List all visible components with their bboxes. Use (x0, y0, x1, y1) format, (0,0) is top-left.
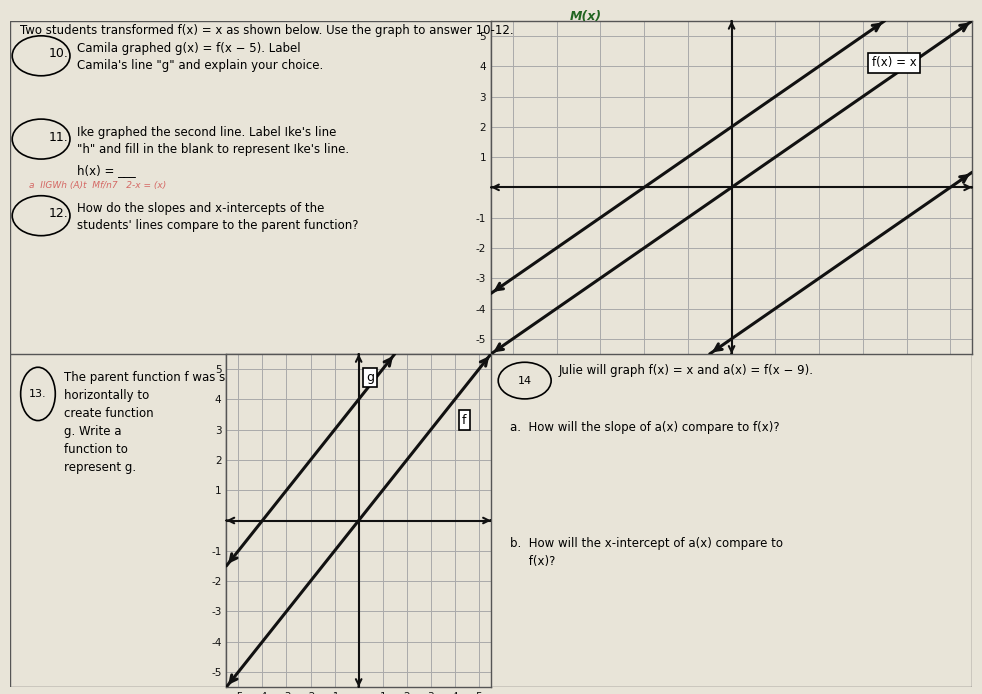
FancyBboxPatch shape (10, 21, 491, 354)
Text: 13.: 13. (29, 389, 47, 399)
Text: Two students transformed f(x) = x as shown below. Use the graph to answer 10-12.: Two students transformed f(x) = x as sho… (20, 24, 514, 37)
Text: Julie will graph f(x) = x and a(x) = f(x − 9).: Julie will graph f(x) = x and a(x) = f(x… (559, 364, 813, 377)
Text: f(x) = x: f(x) = x (872, 56, 916, 69)
Text: Camila graphed g(x) = f(x − 5). Label
Camila's line "g" and explain your choice.: Camila graphed g(x) = f(x − 5). Label Ca… (78, 42, 323, 72)
FancyBboxPatch shape (491, 354, 972, 687)
Text: 12.: 12. (48, 208, 68, 221)
FancyBboxPatch shape (10, 354, 226, 687)
Text: The parent function f was shifted
horizontally to
create function
g. Write a
fun: The parent function f was shifted horizo… (64, 371, 259, 473)
Text: h(x) = ___: h(x) = ___ (78, 164, 136, 177)
Text: How do the slopes and x-intercepts of the
students' lines compare to the parent : How do the slopes and x-intercepts of th… (78, 203, 358, 232)
Text: b.  How will the x-intercept of a(x) compare to
     f(x)?: b. How will the x-intercept of a(x) comp… (511, 537, 784, 568)
Text: 11.: 11. (48, 130, 68, 144)
Text: a  IlGWh (A)t  Mf/n7   2-x = (x): a IlGWh (A)t Mf/n7 2-x = (x) (29, 180, 166, 189)
Text: 14: 14 (518, 375, 531, 386)
Text: Ike graphed the second line. Label Ike's line
"h" and fill in the blank to repre: Ike graphed the second line. Label Ike's… (78, 126, 350, 155)
Text: f: f (463, 414, 466, 427)
Text: g: g (366, 371, 374, 384)
Text: a.  How will the slope of a(x) compare to f(x)?: a. How will the slope of a(x) compare to… (511, 421, 780, 434)
Text: M(x): M(x) (570, 10, 602, 24)
Text: 10.: 10. (48, 47, 68, 60)
